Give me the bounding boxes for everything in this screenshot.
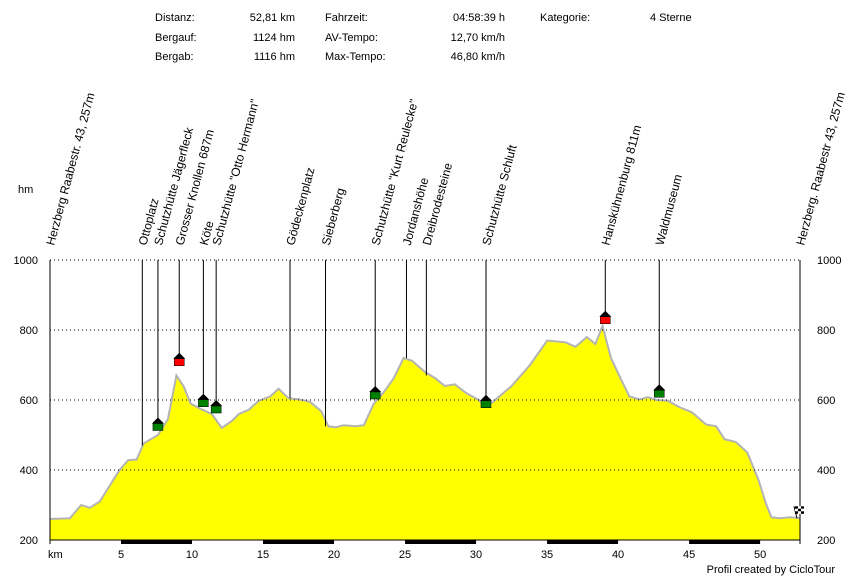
km-band [689, 540, 761, 544]
time-label: Fahrzeit: [325, 12, 368, 24]
hut-marker-body [152, 423, 164, 431]
km-band [263, 540, 335, 544]
waypoint-label: Hanskühnenburg 811m [599, 123, 645, 246]
waypoint-label: Schutzhütte Schluft [479, 143, 519, 247]
km-band [121, 540, 193, 544]
stats-panel: Distanz: 52,81 km Bergauf: 1124 hm Berga… [0, 0, 847, 70]
hut-marker-body [210, 405, 222, 414]
x-tick-label: 50 [754, 549, 766, 561]
x-axis-label: km [48, 549, 63, 561]
waypoint: Schutzhütte "Kurt Reulecke" [369, 98, 421, 400]
hut-marker-roof [369, 386, 382, 392]
x-tick-label: 20 [328, 549, 340, 561]
descent-label: Bergab: [155, 51, 194, 63]
flag-cell [795, 508, 798, 512]
km-scale-bands [121, 540, 761, 544]
elevation-line [49, 322, 801, 520]
flag-cell [795, 511, 798, 514]
flag-cell [798, 511, 801, 514]
y-tick-label-right: 800 [817, 325, 835, 337]
waypoint: Gödeckenplatz [283, 166, 318, 399]
y-tick-label-left: 1000 [14, 255, 38, 267]
y-axis-label: hm [18, 184, 33, 196]
y-tick-label-right: 400 [817, 465, 835, 477]
x-tick-label: 35 [541, 549, 553, 561]
hut-marker-roof [197, 393, 210, 400]
peak-marker-roof [173, 352, 186, 359]
waypoint: Schutzhütte "Otto Hermann" [210, 98, 262, 414]
distance-value: 52,81 km [249, 12, 295, 24]
waypoint: Köte [197, 219, 217, 407]
axes [49, 260, 801, 544]
hut-marker-body [654, 390, 665, 398]
y-tick-label-right: 200 [817, 535, 835, 547]
profile-area [49, 322, 801, 540]
x-tick-label: 45 [683, 549, 695, 561]
hut-marker-roof [479, 394, 492, 401]
x-tick-label: 5 [118, 549, 124, 561]
avg-speed-label: AV-Tempo: [325, 32, 378, 44]
time-value: 04:58:39 h [453, 12, 505, 24]
descent-value: 1116 hm [253, 51, 295, 63]
y-tick-label-right: 1000 [817, 255, 841, 267]
waypoint: Sieberberg [319, 186, 348, 427]
elevation-area [50, 325, 800, 540]
hut-marker-roof [151, 417, 164, 424]
flag-cell [798, 506, 801, 509]
waypoint: Herzberg. Raabestr 43, 257m [793, 90, 847, 519]
flag-cell [801, 508, 804, 512]
peak-marker-body [173, 358, 185, 366]
grid-lines [50, 259, 800, 471]
max-speed-value: 46,80 km/h [450, 51, 505, 63]
waypoint-label: Sieberberg [319, 186, 348, 246]
waypoint: Herzberg Raabestr. 43, 257m [43, 91, 97, 247]
flag-cell [801, 506, 804, 509]
y-tick-label-left: 400 [20, 465, 38, 477]
hut-marker-body [369, 391, 381, 400]
waypoint-label: Herzberg. Raabestr 43, 257m [793, 90, 847, 246]
waypoint: Schutzhütte Schluft [479, 143, 520, 408]
km-band [547, 540, 619, 544]
hut-marker-roof [653, 384, 666, 391]
waypoint: Waldmuseum [653, 173, 685, 398]
avg-speed-value: 12,70 km/h [450, 32, 505, 44]
footer-credit: Profil created by CicloTour [706, 564, 835, 576]
finish-flag-icon [793, 506, 804, 519]
x-tick-label: 10 [186, 549, 198, 561]
flag-cell [801, 511, 804, 514]
hut-marker-body [480, 400, 492, 408]
y-tick-label-left: 800 [20, 325, 38, 337]
waypoint-label: Schutzhütte "Otto Hermann" [210, 98, 262, 247]
waypoint-label: Herzberg Raabestr. 43, 257m [43, 91, 97, 247]
waypoint-label: Dreibrodesteine [420, 161, 456, 247]
ascent-label: Bergauf: [155, 32, 197, 44]
hut-marker-roof [210, 400, 223, 406]
y-tick-label-left: 200 [20, 535, 38, 547]
tick-labels: 200 200 400 400 600 600 800 800 1000 1000 5 10 15 20 2… [14, 255, 842, 561]
x-tick-label: 30 [470, 549, 482, 561]
x-tick-label: 40 [612, 549, 624, 561]
x-tick-label: 15 [257, 549, 269, 561]
y-tick-label-right: 600 [817, 395, 835, 407]
y-tick-label-left: 600 [20, 395, 38, 407]
max-speed-label: Max-Tempo: [325, 51, 386, 63]
peak-marker-roof [599, 310, 612, 317]
x-tick-label: 25 [399, 549, 411, 561]
hut-marker-body [198, 399, 209, 407]
waypoint: Hanskühnenburg 811m [599, 123, 645, 324]
distance-label: Distanz: [155, 12, 195, 24]
flag-cell [798, 508, 801, 512]
waypoint-label: Köte [197, 219, 217, 247]
km-band [405, 540, 477, 544]
flag-cell [795, 506, 798, 509]
ascent-value: 1124 hm [253, 32, 295, 44]
waypoint-label: Waldmuseum [653, 173, 685, 247]
waypoint-label: Gödeckenplatz [283, 166, 317, 247]
peak-marker-body [600, 316, 611, 324]
category-label: Kategorie: [540, 12, 591, 24]
category-value: 4 Sterne [650, 12, 692, 24]
